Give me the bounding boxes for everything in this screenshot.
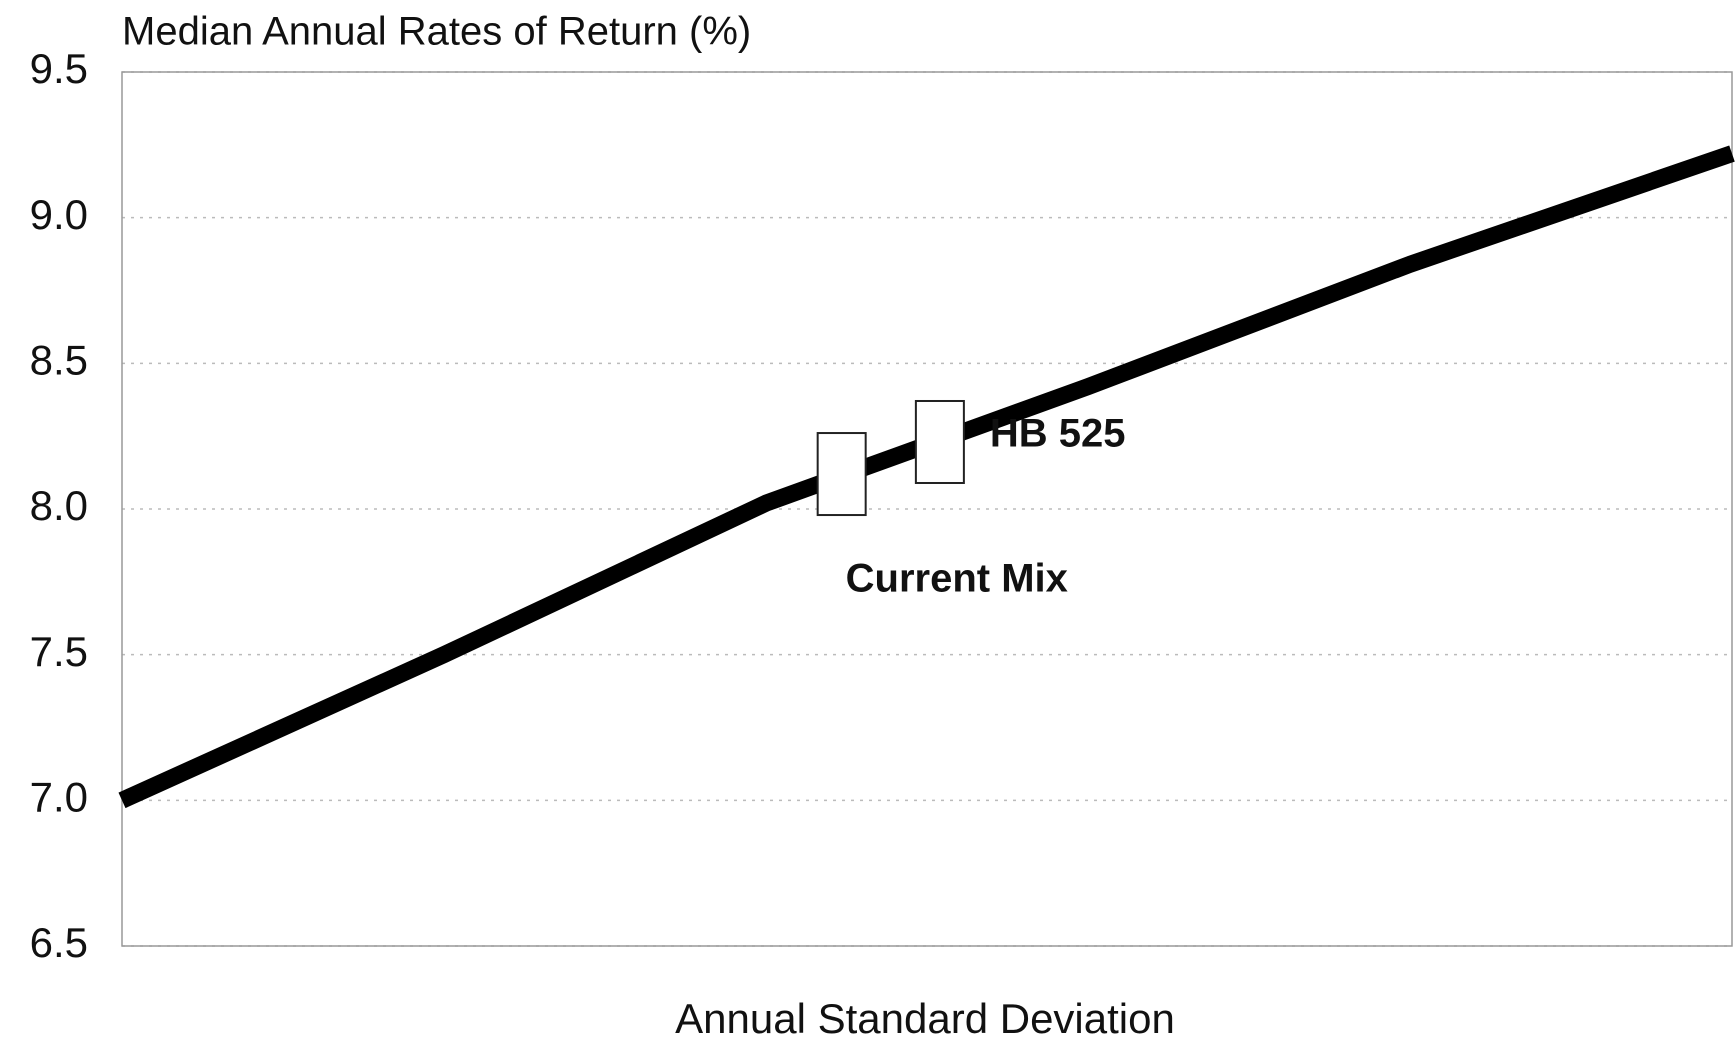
point-marker xyxy=(816,432,867,517)
y-tick-label: 8.5 xyxy=(30,336,88,383)
point-marker xyxy=(914,399,965,484)
y-tick-label: 6.5 xyxy=(30,919,88,966)
y-tick-label: 9.5 xyxy=(30,45,88,92)
point-label: Current Mix xyxy=(846,557,1068,601)
y-tick-label: 9.0 xyxy=(30,191,88,238)
y-tick-label: 7.5 xyxy=(30,628,88,675)
y-tick-label: 7.0 xyxy=(30,773,88,820)
chart-title: Median Annual Rates of Return (%) xyxy=(122,10,751,54)
y-tick-label: 8.0 xyxy=(30,482,88,529)
point-label: HB 525 xyxy=(990,412,1126,456)
plot-frame xyxy=(121,71,1733,947)
x-axis-label: Annual Standard Deviation xyxy=(675,995,1175,1042)
